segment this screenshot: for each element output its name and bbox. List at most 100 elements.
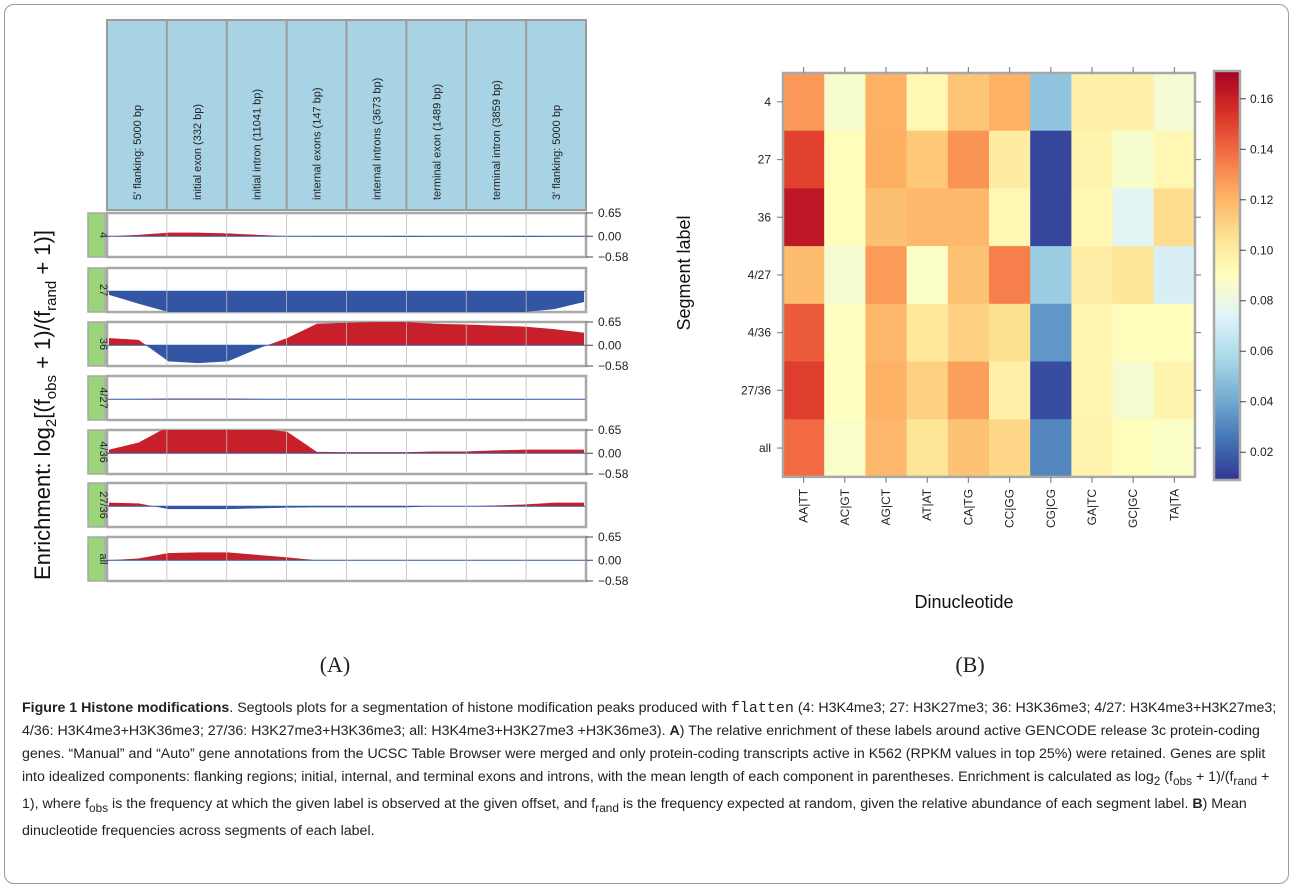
heatmap-cell bbox=[947, 303, 990, 362]
figure-canvas: 5' flanking: 5000 bp initial exon (332 bp… bbox=[30, 19, 1274, 677]
panel-a-label: (A) bbox=[320, 652, 351, 677]
y-tick-label: 27/36 bbox=[741, 383, 771, 397]
heatmap-cell bbox=[947, 73, 990, 132]
heatmap-cell bbox=[906, 419, 949, 478]
figure-frame bbox=[4, 4, 1289, 884]
heatmap-cell bbox=[989, 130, 1031, 189]
track-label-tab bbox=[87, 267, 106, 313]
component-label: 3' flanking: 5000 bp bbox=[551, 105, 563, 200]
heatmap-cell bbox=[1071, 130, 1114, 189]
heatmap-cell bbox=[824, 419, 866, 478]
track-label-tab bbox=[87, 321, 106, 367]
y-tick-label: 0.00 bbox=[598, 338, 622, 352]
heatmap-cell bbox=[906, 246, 949, 305]
track-label-tab bbox=[87, 375, 106, 421]
panel-a: 5' flanking: 5000 bp initial exon (332 bp… bbox=[87, 19, 629, 588]
heatmap-cell bbox=[824, 303, 866, 362]
heatmap-cell bbox=[989, 303, 1031, 362]
y-tick-label: 36 bbox=[758, 210, 772, 224]
x-tick-label: GA|TC bbox=[1085, 489, 1099, 526]
heatmap-cell bbox=[1030, 188, 1072, 247]
heatmap-cell bbox=[783, 303, 825, 362]
track-label: 27 bbox=[97, 284, 109, 296]
colorbar bbox=[1212, 69, 1242, 482]
track-label: 4/36 bbox=[97, 441, 109, 462]
heatmap-cell bbox=[1071, 246, 1114, 305]
panel-b-label: (B) bbox=[955, 652, 984, 677]
heatmap-cell bbox=[1153, 419, 1196, 478]
heatmap-cell bbox=[783, 73, 825, 132]
heatmap-cell bbox=[989, 188, 1031, 247]
enrichment-positive-area bbox=[109, 232, 584, 237]
heatmap-cell bbox=[1153, 246, 1196, 305]
track-label-tab bbox=[87, 482, 106, 528]
heatmap-cell bbox=[947, 419, 990, 478]
y-tick-label: 4 bbox=[764, 95, 771, 109]
heatmap-cell bbox=[947, 130, 990, 189]
y-tick-label: 0.65 bbox=[598, 423, 622, 437]
heatmap-cell bbox=[906, 73, 949, 132]
heatmap-cell bbox=[1030, 419, 1072, 478]
heatmap-cell bbox=[1112, 246, 1155, 305]
heatmap-cell bbox=[783, 419, 825, 478]
heatmap-cell bbox=[989, 419, 1031, 478]
track-label: 4 bbox=[97, 232, 109, 238]
heatmap-cell bbox=[989, 361, 1031, 420]
y-tick-label: −0.58 bbox=[598, 467, 629, 481]
y-tick-label: all bbox=[759, 441, 771, 455]
heatmap-cell bbox=[783, 130, 825, 189]
component-label: internal exons (147 bp) bbox=[312, 87, 324, 200]
heatmap-cell bbox=[1153, 188, 1196, 247]
heatmap-cell bbox=[1112, 130, 1155, 189]
heatmap-cell bbox=[1071, 188, 1114, 247]
component-label: terminal exon (1489 bp) bbox=[431, 84, 443, 200]
heatmap-cell bbox=[783, 361, 825, 420]
track-label: 27/36 bbox=[97, 491, 109, 519]
y-tick-label: −0.58 bbox=[598, 250, 629, 264]
heatmap-cell bbox=[1030, 303, 1072, 362]
panel-b-y-axis-label: Segment label bbox=[674, 215, 694, 330]
track-label-tab bbox=[87, 429, 106, 475]
x-tick-label: CG|CG bbox=[1044, 489, 1058, 528]
heatmap-cell bbox=[947, 246, 990, 305]
colorbar-tick-label: 0.08 bbox=[1250, 294, 1274, 308]
y-tick-label: −0.58 bbox=[598, 359, 629, 373]
heatmap-cell bbox=[1112, 188, 1155, 247]
panel-b: AA|TT AC|GT AG|CT AT|AT CA|TG CC|GG CG|CG GA|TC… bbox=[741, 67, 1274, 528]
heatmap-cell bbox=[783, 188, 825, 247]
x-tick-label: GC|GC bbox=[1126, 489, 1140, 528]
track-label-tab bbox=[87, 212, 106, 258]
component-label: initial intron (11041 bp) bbox=[252, 89, 264, 200]
heatmap-cell bbox=[824, 73, 866, 132]
x-tick-label: TA|TA bbox=[1167, 489, 1181, 521]
heatmap-cell bbox=[824, 246, 866, 305]
heatmap-cell bbox=[824, 361, 866, 420]
colorbar-tick-label: 0.06 bbox=[1250, 344, 1274, 358]
y-tick-label: 4/27 bbox=[748, 268, 772, 282]
heatmap-cell bbox=[824, 188, 866, 247]
heatmap-cell bbox=[906, 130, 949, 189]
enrichment-positive-area bbox=[109, 430, 584, 454]
x-tick-label: CC|GG bbox=[1003, 489, 1017, 528]
heatmap-cell bbox=[865, 419, 908, 478]
heatmap-cell bbox=[1153, 130, 1196, 189]
colorbar-tick-label: 0.12 bbox=[1250, 193, 1274, 207]
y-tick-label: 0.65 bbox=[598, 206, 622, 220]
heatmap-cell bbox=[865, 303, 908, 362]
heatmap-cell bbox=[906, 188, 949, 247]
component-label: 5' flanking: 5000 bp bbox=[132, 105, 144, 200]
track-label: 36 bbox=[97, 338, 109, 350]
panel-a-y-axis-label: Enrichment: log2[(fobs + 1)/(frand + 1)] bbox=[30, 230, 60, 580]
component-label: initial exon (332 bp) bbox=[192, 104, 204, 200]
enrichment-positive-area bbox=[109, 552, 584, 561]
y-tick-label: 27 bbox=[758, 153, 772, 167]
colorbar-tick-label: 0.10 bbox=[1250, 243, 1274, 257]
heatmap-cell bbox=[947, 188, 990, 247]
y-tick-label: 4/36 bbox=[748, 326, 772, 340]
heatmap-cell bbox=[906, 361, 949, 420]
x-tick-label: AA|TT bbox=[797, 488, 811, 522]
heatmap-cell bbox=[1071, 361, 1114, 420]
x-tick-label: AT|AT bbox=[920, 488, 934, 521]
heatmap-cell bbox=[1112, 303, 1155, 362]
colorbar-tick-label: 0.04 bbox=[1250, 395, 1274, 409]
